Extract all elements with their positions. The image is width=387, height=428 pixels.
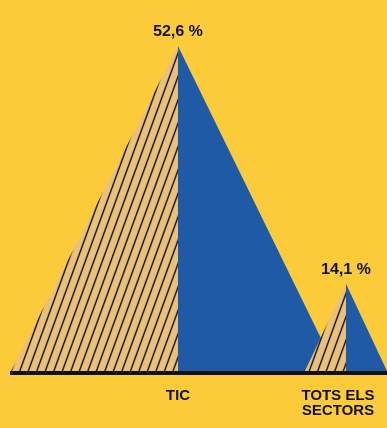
value-label-1: 14,1 % [321, 261, 371, 278]
category-label-1: TOTS ELS SECTORS [301, 387, 374, 419]
triangle-right-0 [178, 46, 337, 371]
triangle-left-1 [305, 283, 346, 371]
value-label-0: 52,6 % [153, 23, 203, 40]
triangle-left-0 [11, 46, 178, 371]
category-label-0: TIC [166, 387, 190, 404]
triangle-right-1 [346, 283, 387, 371]
